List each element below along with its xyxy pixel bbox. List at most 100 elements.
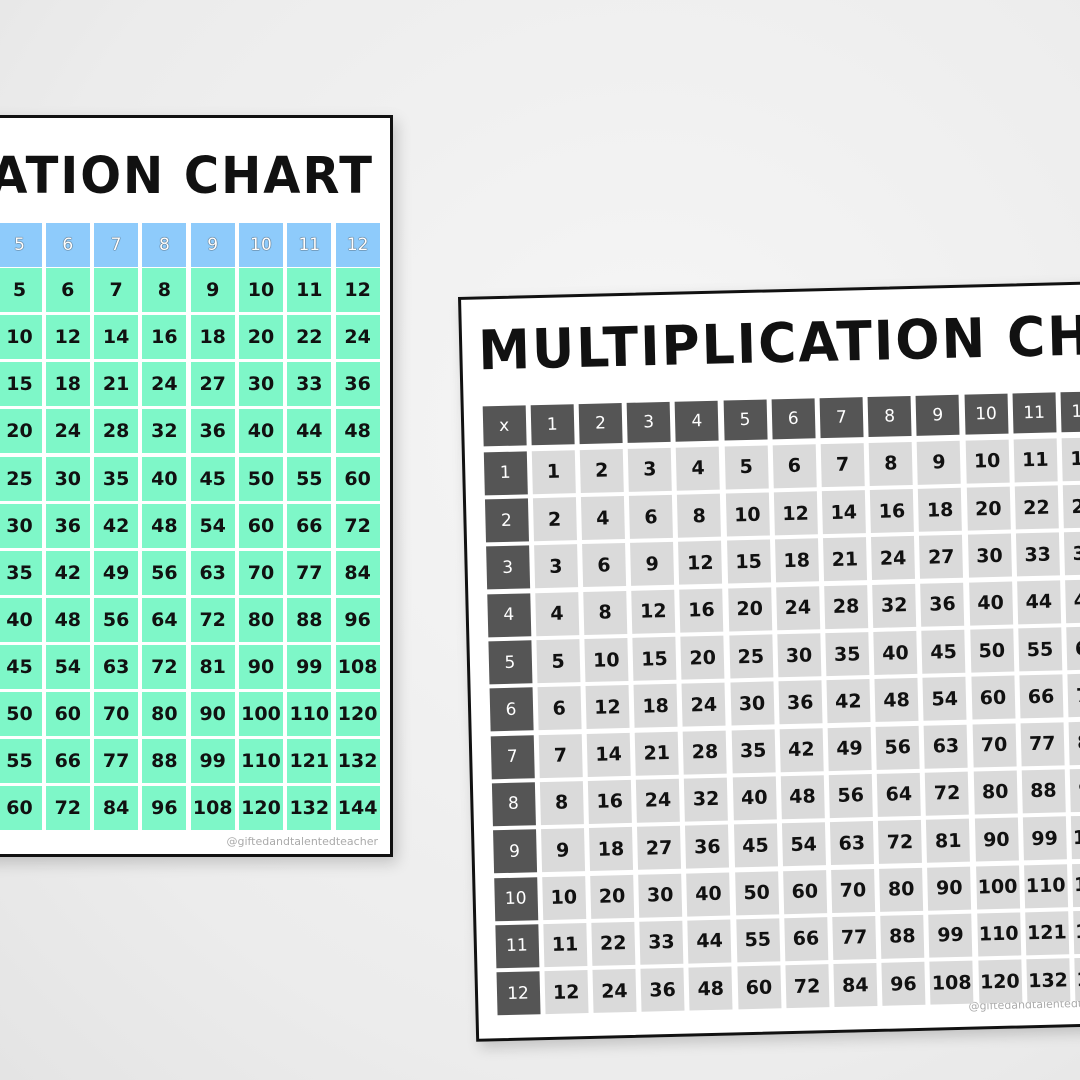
product-cell: 132 — [335, 739, 380, 784]
product-cell: 10 — [541, 875, 586, 920]
product-cell: 48 — [335, 409, 380, 454]
product-cell: 24 — [335, 315, 380, 360]
product-cell: 10 — [584, 637, 629, 683]
product-cell: 88 — [287, 597, 332, 642]
product-cell: 36 — [778, 680, 823, 725]
product-cell: 15 — [0, 362, 42, 407]
header-cell: 10 — [964, 393, 1009, 435]
product-cell: 30 — [730, 681, 775, 726]
product-cell: 30 — [777, 633, 822, 678]
product-cell: 6 — [45, 268, 90, 313]
product-cell: 6 — [581, 543, 627, 588]
header-cell: 9 — [190, 223, 235, 267]
product-cell: 42 — [94, 503, 139, 548]
product-cell: 24 — [635, 778, 680, 823]
product-cell: 40 — [732, 776, 777, 821]
product-cell: 72 — [335, 503, 380, 548]
product-cell: 77 — [1020, 721, 1065, 766]
product-cell: 8 — [677, 493, 722, 538]
product-cell: 132 — [1073, 909, 1080, 954]
product-cell: 27 — [637, 825, 682, 870]
product-cell: 56 — [142, 550, 187, 595]
left-watermark: @giftedandtalentedteacher — [226, 835, 378, 848]
product-cell: 18 — [633, 684, 678, 729]
product-cell: 36 — [685, 824, 730, 869]
product-cell: 63 — [190, 550, 235, 595]
product-cell: 32 — [872, 583, 917, 628]
product-cell: 99 — [190, 739, 235, 784]
product-cell: 18 — [588, 827, 633, 872]
product-cell: 4 — [580, 496, 625, 541]
product-cell: 12 — [773, 491, 818, 536]
product-cell: 30 — [638, 873, 683, 918]
left-chart-title: MULTIPLICATION CHART — [0, 146, 374, 206]
product-cell: 50 — [734, 870, 779, 915]
product-cell: 18 — [774, 538, 819, 583]
product-cell: 77 — [287, 550, 332, 595]
product-cell: 99 — [287, 644, 332, 689]
product-cell: 21 — [822, 537, 867, 582]
product-cell: 99 — [928, 913, 973, 958]
product-cell: 7 — [538, 733, 583, 778]
product-cell: 6 — [629, 494, 674, 539]
product-cell: 20 — [0, 409, 42, 454]
product-cell: 90 — [190, 692, 235, 736]
product-cell: 35 — [825, 632, 870, 677]
product-cell: 7 — [94, 268, 139, 313]
product-cell: 22 — [1014, 485, 1059, 530]
row-label-cell: 8 — [491, 782, 536, 827]
header-cell: 7 — [94, 223, 139, 267]
header-cell: 11 — [1012, 392, 1057, 434]
product-cell: 16 — [587, 779, 632, 824]
product-cell: 30 — [0, 503, 42, 548]
product-cell: 100 — [239, 692, 283, 736]
product-cell: 35 — [94, 456, 139, 501]
row-label-cell: 4 — [486, 593, 531, 638]
product-cell: 96 — [142, 786, 187, 831]
header-cell: 7 — [819, 397, 864, 439]
product-cell: 12 — [544, 970, 589, 1015]
product-cell: 20 — [239, 315, 283, 360]
product-cell: 14 — [94, 315, 139, 360]
product-cell: 70 — [972, 723, 1017, 768]
product-cell: 144 — [1074, 957, 1080, 1002]
product-cell: 110 — [1023, 863, 1068, 908]
row-label-cell: 10 — [493, 876, 538, 921]
header-cell: 5 — [723, 399, 768, 441]
product-cell: 49 — [827, 726, 872, 771]
product-cell: 45 — [0, 644, 42, 689]
product-cell: 54 — [781, 822, 826, 867]
product-cell: 24 — [45, 409, 90, 454]
product-cell: 40 — [968, 581, 1013, 626]
row-label-cell: 7 — [490, 734, 535, 779]
product-cell: 48 — [45, 597, 90, 642]
product-cell: 4 — [534, 591, 579, 636]
product-cell: 96 — [881, 961, 926, 1006]
product-cell: 36 — [45, 503, 90, 548]
row-label-cell: 1 — [483, 451, 528, 496]
product-cell: 72 — [45, 786, 90, 831]
product-cell: 45 — [733, 823, 778, 868]
product-cell: 25 — [728, 634, 773, 679]
product-cell: 132 — [1026, 958, 1071, 1003]
header-cell: 6 — [771, 398, 816, 440]
product-cell: 14 — [586, 732, 631, 777]
product-cell: 72 — [1067, 673, 1080, 718]
product-cell: 3 — [627, 447, 672, 492]
product-cell: 18 — [190, 315, 235, 360]
product-cell: 64 — [142, 597, 187, 642]
product-cell: 66 — [783, 916, 828, 962]
product-cell: 36 — [335, 362, 380, 407]
product-cell: 5 — [724, 445, 769, 490]
header-cell: 8 — [142, 223, 187, 267]
product-cell: 16 — [679, 588, 724, 633]
product-cell: 8 — [539, 780, 584, 826]
product-cell: 132 — [287, 786, 332, 831]
product-cell: 84 — [335, 550, 380, 595]
header-cell: 1 — [530, 404, 575, 446]
product-cell: 56 — [828, 773, 873, 818]
product-cell: 12 — [45, 315, 90, 360]
product-cell: 121 — [1024, 911, 1069, 956]
row-label-cell: 2 — [484, 498, 529, 543]
product-cell: 28 — [94, 409, 139, 454]
